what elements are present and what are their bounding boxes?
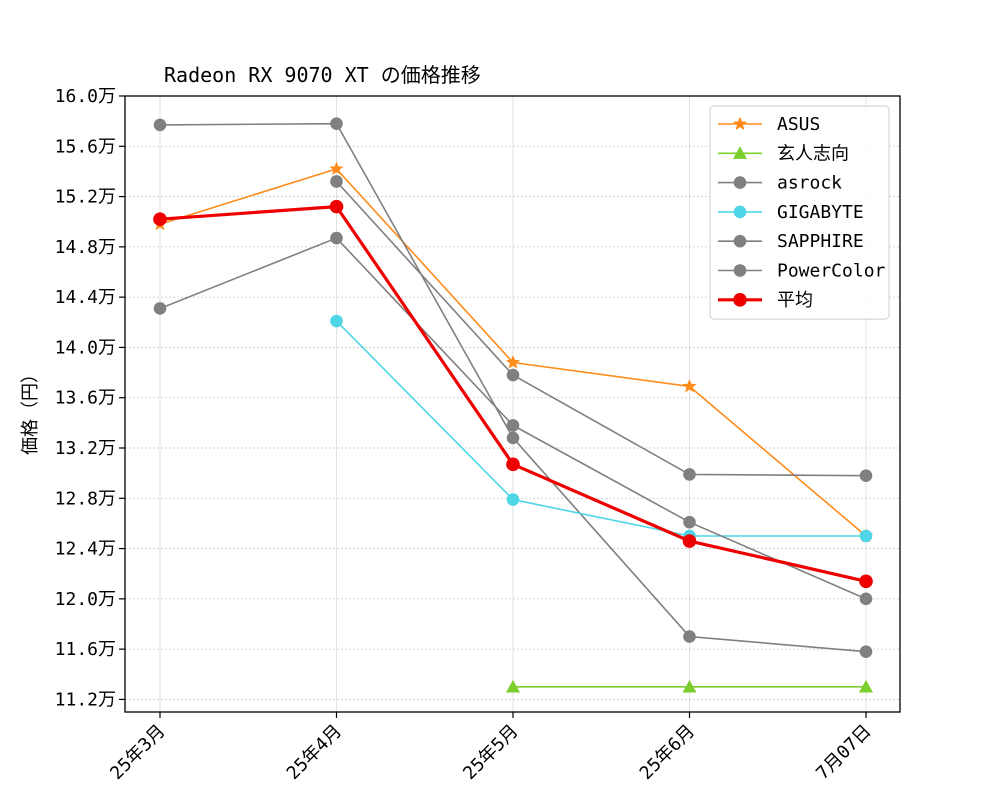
series-6 (153, 199, 873, 589)
y-tick-label: 11.2万 (55, 689, 116, 710)
data-point (859, 679, 873, 693)
legend-marker (733, 293, 747, 307)
series-1 (506, 679, 873, 693)
x-tick-label: 25年5月 (459, 721, 522, 784)
y-tick-label: 16.0万 (55, 86, 116, 107)
series-3 (330, 314, 873, 543)
y-tick-label: 11.6万 (55, 639, 116, 660)
x-tick-label: 25年4月 (283, 721, 346, 784)
y-tick-label: 15.2万 (55, 187, 116, 208)
legend-item: GIGABYTE (718, 202, 864, 223)
data-point (859, 574, 873, 589)
series-2 (153, 117, 873, 658)
y-tick-label: 13.6万 (55, 388, 116, 409)
data-point (330, 231, 343, 245)
legend-label: PowerColor (777, 261, 886, 282)
legend-item: ASUS (718, 114, 820, 135)
data-point (330, 175, 343, 188)
y-tick-label: 12.8万 (55, 488, 116, 509)
data-point (506, 368, 520, 382)
legend-label: 平均 (777, 290, 813, 311)
series-layer (152, 117, 874, 693)
legend-marker (732, 116, 748, 131)
y-axis-label: 価格（円） (20, 365, 41, 455)
legend-box (709, 105, 890, 320)
legend: ASUS 玄人志向 asrock GIGABYTE SAPPHIRE PowerColor… (709, 105, 890, 320)
x-tick-label: 25年6月 (636, 721, 699, 784)
legend-label: 玄人志向 (777, 143, 849, 164)
legend-label: GIGABYTE (777, 202, 864, 223)
legend-label: ASUS (777, 114, 820, 135)
data-point (330, 117, 343, 130)
y-axis: 11.2万 11.6万 12.0万 12.4万 12.8万 13.2万 13.6万 14.0万… (55, 86, 125, 710)
legend-marker (733, 146, 747, 159)
data-point (506, 679, 520, 693)
data-point (683, 630, 696, 643)
data-point (505, 355, 521, 369)
data-point (859, 529, 873, 543)
legend-item: SAPPHIRE (718, 231, 864, 252)
y-tick-label: 15.6万 (55, 136, 116, 157)
data-point (859, 645, 873, 658)
legend-item: 平均 (718, 290, 813, 311)
series-5 (330, 175, 873, 482)
legend-marker (733, 176, 747, 189)
legend-item: asrock (718, 173, 842, 194)
data-point (153, 118, 167, 132)
x-tick-label: 7月07日 (812, 721, 875, 784)
legend-label: asrock (777, 173, 842, 194)
legend-marker (733, 234, 747, 248)
chart-title: Radeon RX 9070 XT の価格推移 (164, 63, 481, 87)
y-tick-label: 13.2万 (55, 438, 116, 459)
y-tick-label: 12.0万 (55, 589, 116, 610)
data-point (506, 493, 520, 506)
series-line (335, 320, 866, 537)
series-line (335, 180, 867, 477)
data-point (859, 469, 873, 482)
y-tick-label: 14.4万 (55, 287, 116, 308)
legend-marker (733, 264, 747, 277)
data-point (329, 161, 344, 175)
data-point (682, 679, 697, 693)
data-point (330, 314, 343, 328)
x-axis: 25年3月 25年4月 25年5月 25年6月 7月07日 (106, 712, 876, 784)
data-point (859, 592, 873, 606)
data-point (329, 199, 344, 214)
data-point (153, 212, 167, 226)
data-point (682, 534, 697, 548)
data-point (683, 515, 696, 529)
x-tick-label: 25年3月 (106, 721, 169, 784)
data-point (506, 419, 520, 432)
data-point (153, 302, 167, 315)
data-point (682, 378, 697, 393)
legend-marker (733, 205, 747, 219)
series-4 (153, 231, 873, 606)
legend-item: 玄人志向 (718, 143, 849, 164)
legend-item: PowerColor (718, 261, 886, 282)
y-tick-label: 12.4万 (55, 539, 116, 560)
data-point (506, 457, 520, 472)
y-tick-label: 14.0万 (55, 337, 116, 358)
y-tick-label: 14.8万 (55, 237, 116, 258)
data-point (683, 468, 696, 481)
legend-label: SAPPHIRE (777, 231, 864, 252)
data-point (506, 431, 520, 445)
